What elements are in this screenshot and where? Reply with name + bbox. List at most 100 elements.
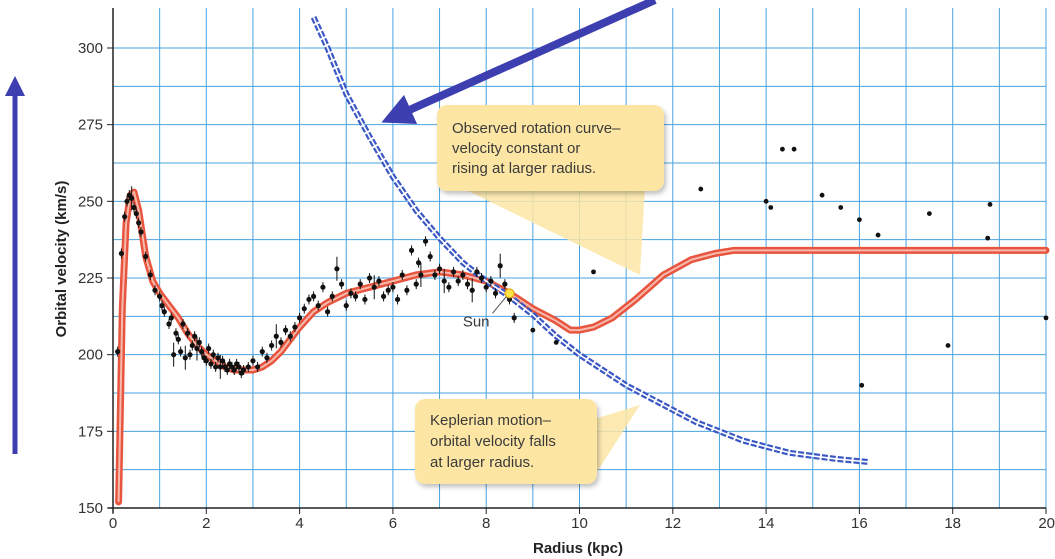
measurement-point [334, 266, 340, 272]
measurement-point [208, 361, 214, 367]
measurement-point [530, 327, 536, 333]
measurement-point [245, 364, 251, 370]
measurement-point [478, 275, 485, 281]
measurement-point [131, 204, 137, 211]
measurement-point [362, 296, 368, 303]
x-tick-label: 20 [1038, 515, 1055, 532]
measurement-point [474, 269, 480, 275]
measurement-point [180, 321, 186, 327]
sun-marker [504, 288, 515, 299]
measurement-point [511, 315, 517, 321]
sun-marker-group: Sun [463, 288, 515, 330]
measurement-point [553, 340, 559, 345]
measurement-point [441, 278, 447, 284]
measurement-point [945, 343, 951, 348]
measurement-point [385, 287, 391, 293]
measurement-point [985, 235, 991, 241]
measurement-point [1043, 315, 1049, 321]
measurement-point [497, 263, 503, 269]
measurement-point [352, 293, 359, 299]
measurement-point [875, 232, 881, 238]
callout-observed-rotation: Observed rotation curve– velocity consta… [437, 105, 664, 275]
measurement-point [124, 198, 130, 204]
y-tick-label: 300 [78, 40, 103, 57]
measurement-point [408, 247, 415, 253]
x-axis-title: Radius (kpc) [533, 540, 623, 557]
measurement-point [297, 315, 303, 321]
measurement-point [376, 278, 382, 284]
measurement-point [161, 309, 167, 315]
measurement-point [455, 278, 461, 284]
measurement-point [215, 355, 221, 361]
y-tick-label: 275 [78, 117, 103, 134]
measurement-point [187, 352, 193, 358]
x-tick-label: 14 [758, 515, 775, 532]
x-tick-label: 10 [571, 515, 588, 532]
svg-text:Keplerian motion–: Keplerian motion– [430, 412, 552, 429]
measurement-point [185, 330, 191, 336]
measurement-point [136, 220, 142, 226]
measurement-point [320, 284, 326, 290]
x-tick-label: 8 [482, 515, 490, 532]
measurement-point [250, 358, 256, 364]
measurement-point [269, 342, 275, 349]
measurement-point [488, 278, 494, 284]
sun-label: Sun [463, 313, 490, 330]
measurement-point [175, 336, 181, 342]
svg-text:rising at larger radius.: rising at larger radius. [452, 160, 596, 177]
callout-kepler-line-1: Keplerian motion– [430, 412, 552, 429]
measurement-point [768, 205, 774, 210]
x-tick-label: 6 [389, 515, 397, 532]
callout-kepler-box [415, 399, 597, 484]
measurement-point [217, 364, 223, 370]
callout-observed-pointer [462, 188, 645, 275]
measurement-point [315, 303, 321, 309]
measurement-point [231, 367, 237, 373]
measurement-point [418, 272, 424, 278]
measurement-point [287, 333, 293, 339]
measurement-point [366, 275, 373, 281]
measurement-point [859, 382, 865, 388]
measurement-point [301, 306, 307, 312]
keplerian-curve-inner [312, 16, 869, 463]
measurement-point [194, 345, 200, 352]
svg-text:velocity constant or: velocity constant or [452, 140, 580, 157]
measurement-point [492, 290, 499, 296]
x-tick-label: 16 [851, 515, 868, 532]
measurement-point [283, 327, 289, 333]
measurement-point [857, 217, 862, 223]
measurement-point [210, 352, 216, 358]
measurement-point [115, 349, 121, 355]
measurement-point [171, 352, 177, 358]
measurement-point [469, 287, 475, 293]
svg-text:Observed rotation curve–: Observed rotation curve– [452, 120, 621, 137]
measurement-point [413, 281, 419, 287]
measurement-point [450, 269, 457, 275]
svg-text:orbital velocity falls: orbital velocity falls [430, 433, 556, 450]
measurement-point [220, 358, 226, 364]
measurement-point [427, 253, 433, 260]
callout-observed-line-2: velocity constant or [452, 140, 580, 157]
x-tick-label: 12 [664, 515, 681, 532]
measurement-point [819, 192, 825, 198]
measurement-point [324, 309, 331, 315]
measurement-point [446, 284, 452, 290]
callout-observed-line-1: Observed rotation curve– [452, 120, 621, 137]
measurement-point [780, 146, 785, 152]
x-tick-label: 2 [202, 515, 210, 532]
x-tick-label: 18 [944, 515, 961, 532]
measurement-point [591, 269, 596, 275]
measurement-point [122, 214, 128, 220]
measurement-point [987, 202, 993, 207]
measurement-point [310, 293, 317, 299]
callout-kepler-line-2: orbital velocity falls [430, 433, 556, 450]
measurement-point [394, 296, 401, 303]
measurement-point [236, 364, 242, 370]
measurement-point [357, 281, 363, 287]
measurement-point [404, 287, 410, 293]
measurement-point [166, 321, 172, 327]
measurement-point [224, 367, 230, 373]
measurement-point [199, 349, 205, 355]
callout-keplerian: Keplerian motion– orbital velocity falls… [415, 399, 640, 484]
